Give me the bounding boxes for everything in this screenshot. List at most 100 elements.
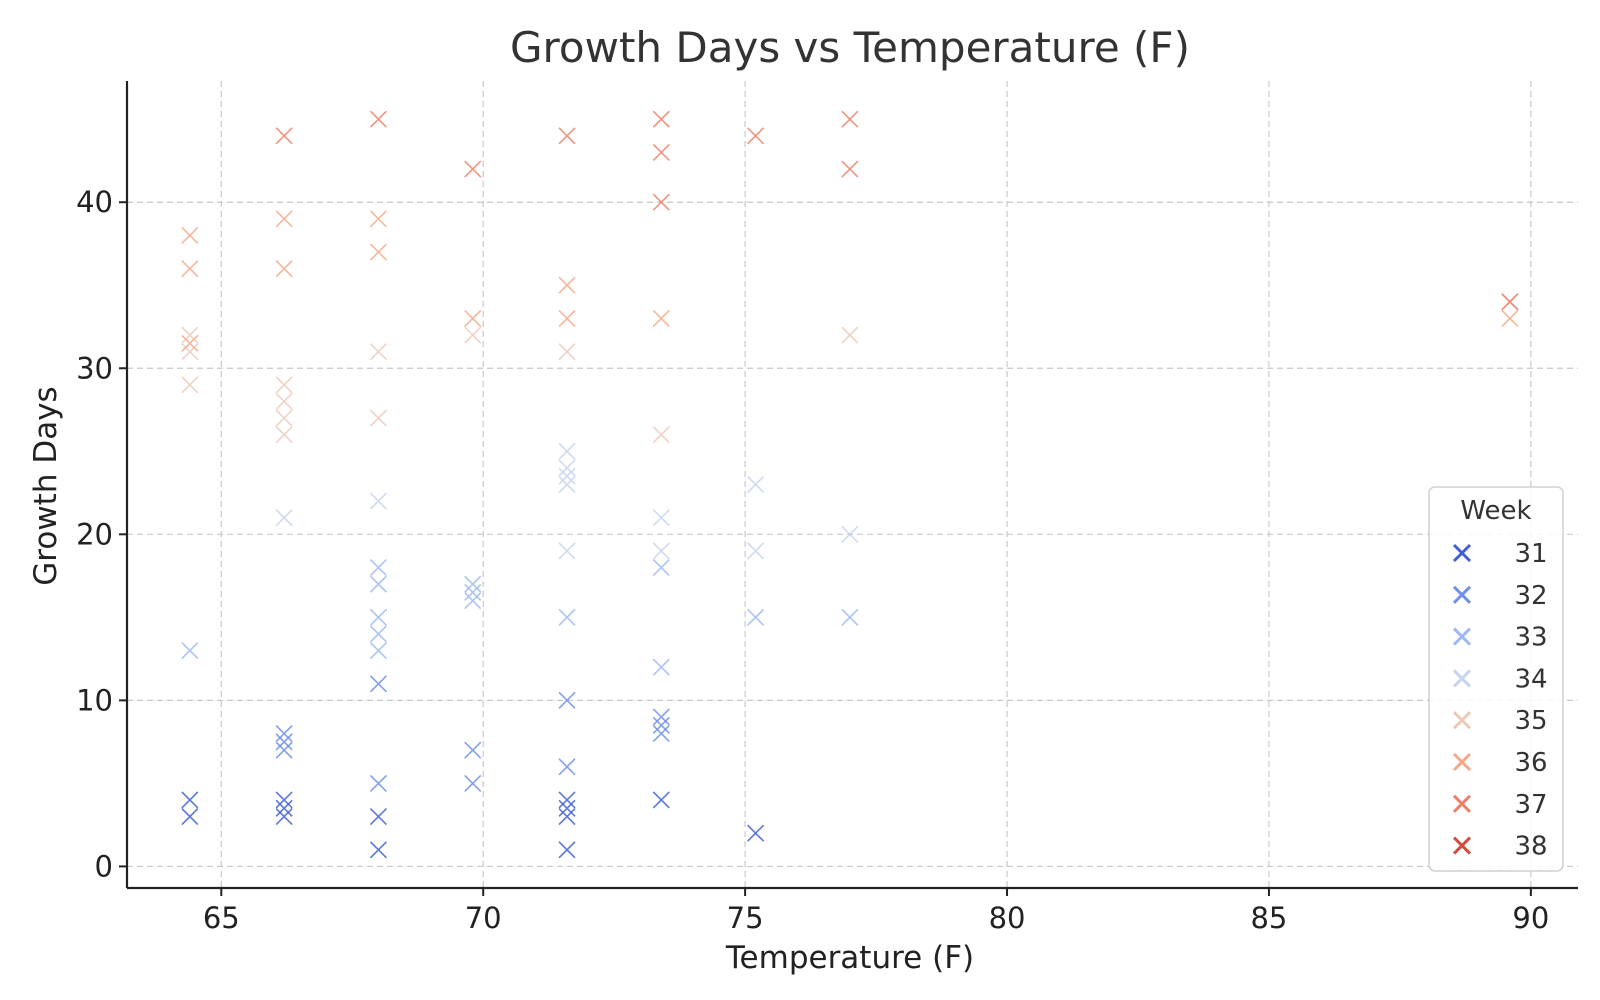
data-point-week-35 <box>275 376 293 394</box>
data-point-week-31 <box>275 791 293 809</box>
data-point-week-35 <box>652 426 670 444</box>
data-point-week-34 <box>747 542 765 560</box>
data-point-week-35 <box>841 326 859 344</box>
data-point-week-34 <box>369 492 388 510</box>
data-point-week-31 <box>181 808 199 826</box>
y-tick-label: 0 <box>95 849 113 883</box>
data-point-week-35 <box>369 343 388 361</box>
data-point-week-33 <box>464 583 482 601</box>
data-point-week-37 <box>747 127 765 145</box>
data-point-week-34 <box>558 475 576 494</box>
legend-label: 32 <box>1514 581 1547 611</box>
data-point-week-36 <box>275 210 293 228</box>
data-point-week-35 <box>464 326 482 344</box>
chart-title: Growth Days vs Temperature (F) <box>510 23 1190 72</box>
data-point-week-34 <box>558 467 576 485</box>
data-point-week-32 <box>369 774 388 792</box>
data-point-week-32 <box>464 774 482 792</box>
data-point-week-31 <box>652 791 670 809</box>
data-point-week-34 <box>652 509 670 527</box>
data-point-week-36 <box>558 309 576 328</box>
x-tick-label: 65 <box>203 901 240 935</box>
data-point-week-35 <box>181 376 199 394</box>
data-point-week-36 <box>369 243 388 261</box>
data-point-week-32 <box>558 691 576 709</box>
legend-marker-week-38 <box>1452 836 1472 855</box>
data-point-week-36 <box>464 309 482 328</box>
legend-title: Week <box>1460 496 1531 526</box>
data-point-week-36 <box>275 260 293 278</box>
legend-label: 33 <box>1514 623 1547 653</box>
data-point-week-31 <box>558 808 576 826</box>
data-point-week-32 <box>275 741 293 759</box>
data-point-week-37 <box>652 193 670 211</box>
x-tick-label: 90 <box>1512 901 1549 935</box>
data-point-week-31 <box>558 799 576 817</box>
y-tick-label: 20 <box>76 517 113 551</box>
data-point-week-37 <box>1501 293 1519 311</box>
data-point-week-32 <box>464 741 482 759</box>
data-points <box>181 110 1519 859</box>
data-point-week-35 <box>558 343 576 361</box>
data-point-week-33 <box>747 608 765 626</box>
x-axis-label: Temperature (F) <box>725 940 974 976</box>
x-tick-label: 85 <box>1250 901 1287 935</box>
data-point-week-33 <box>652 558 670 577</box>
data-point-week-36 <box>181 334 199 352</box>
data-point-week-32 <box>652 725 670 743</box>
data-point-week-34 <box>747 475 765 494</box>
data-point-week-32 <box>275 725 293 743</box>
data-point-week-37 <box>841 160 859 178</box>
legend-label: 35 <box>1514 706 1547 736</box>
legend-label: 31 <box>1514 539 1547 569</box>
y-axis-label: Growth Days <box>28 386 64 585</box>
data-point-week-35 <box>275 392 293 411</box>
data-point-week-37 <box>652 110 670 128</box>
data-point-week-31 <box>747 824 765 842</box>
data-point-week-31 <box>369 841 388 859</box>
data-point-week-34 <box>841 525 859 543</box>
data-point-week-31 <box>275 808 293 826</box>
x-tick-label: 70 <box>465 901 502 935</box>
data-point-week-33 <box>841 608 859 626</box>
data-point-week-33 <box>464 575 482 593</box>
y-tick-label: 40 <box>76 185 113 219</box>
data-point-week-33 <box>558 608 576 626</box>
data-point-week-34 <box>558 459 576 477</box>
legend-marker-week-36 <box>1452 752 1472 772</box>
data-point-week-34 <box>652 542 670 560</box>
data-point-week-34 <box>275 509 293 527</box>
data-point-week-31 <box>558 791 576 809</box>
data-point-week-34 <box>558 542 576 560</box>
legend-label: 36 <box>1514 748 1547 778</box>
data-point-week-35 <box>275 426 293 444</box>
legend-label: 34 <box>1514 664 1547 694</box>
data-point-week-35 <box>275 409 293 427</box>
data-point-week-33 <box>369 641 388 660</box>
data-point-week-37 <box>558 127 576 145</box>
data-point-week-33 <box>369 608 388 626</box>
legend-marker-week-34 <box>1452 669 1472 688</box>
data-point-week-37 <box>652 143 670 161</box>
data-point-week-33 <box>369 575 388 593</box>
legend-marker-week-37 <box>1452 794 1472 813</box>
data-point-week-32 <box>369 675 388 693</box>
legend-marker-week-35 <box>1452 711 1472 730</box>
data-point-week-37 <box>369 110 388 128</box>
data-point-week-31 <box>558 841 576 859</box>
data-point-week-36 <box>369 210 388 228</box>
data-point-week-31 <box>369 808 388 826</box>
data-point-week-34 <box>558 442 576 460</box>
data-point-week-33 <box>652 658 670 676</box>
data-point-week-33 <box>464 592 482 610</box>
data-point-week-35 <box>181 326 199 344</box>
data-point-week-32 <box>652 716 670 734</box>
data-point-week-31 <box>181 791 199 809</box>
data-point-week-32 <box>558 758 576 776</box>
data-point-week-33 <box>181 641 199 660</box>
data-point-week-36 <box>558 276 576 294</box>
data-point-week-36 <box>181 260 199 278</box>
data-point-week-37 <box>275 127 293 145</box>
y-tick-label: 10 <box>76 683 113 717</box>
